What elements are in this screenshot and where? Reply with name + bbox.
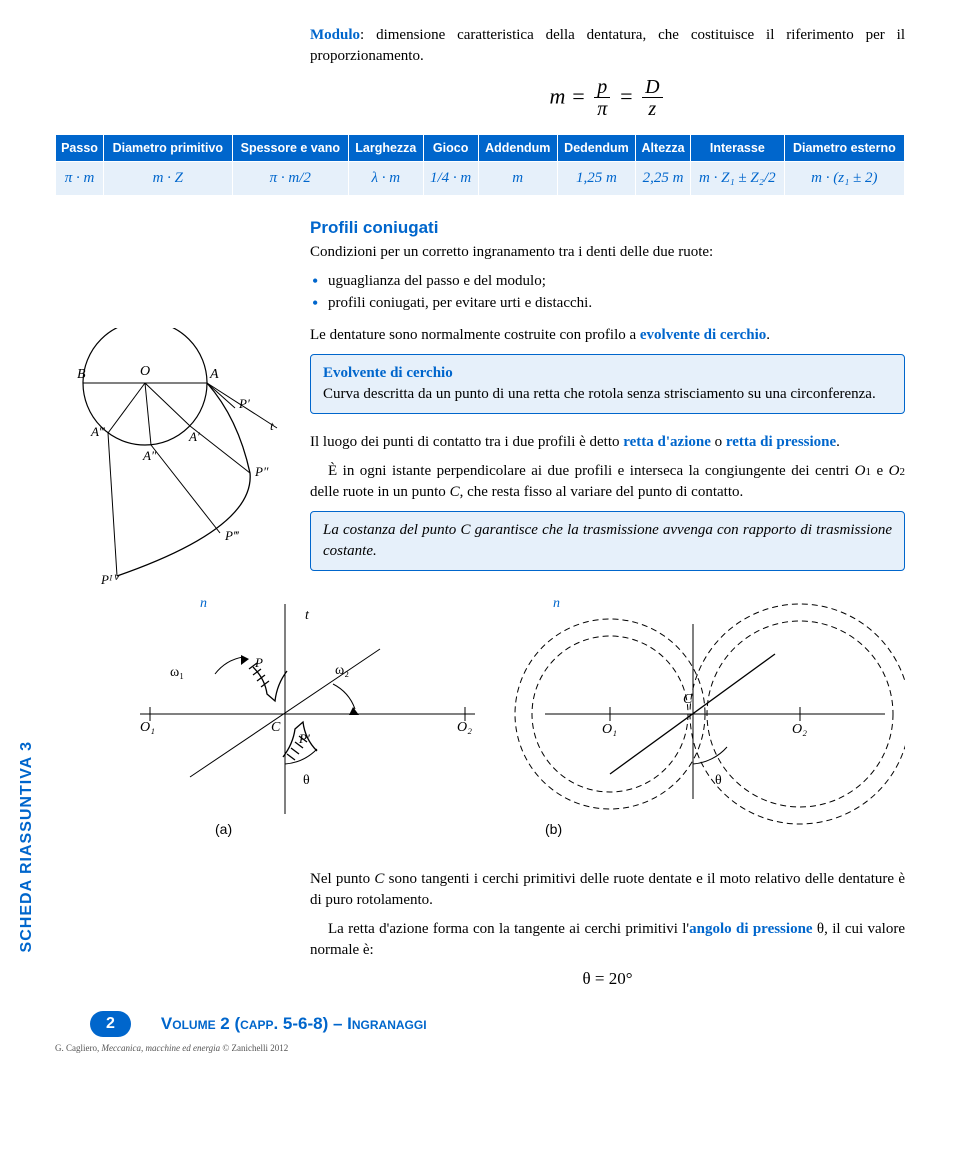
th-diametro-esterno: Diametro esterno xyxy=(784,135,904,162)
page-number: 2 xyxy=(90,1011,131,1037)
svg-text:A: A xyxy=(209,367,219,382)
svg-text:O: O xyxy=(140,364,150,379)
th-passo: Passo xyxy=(56,135,104,162)
svg-text:ω₁: ω₁ xyxy=(170,665,184,680)
footer-title: Volume 2 (capp. 5-6-8) – Ingranaggi xyxy=(161,1014,427,1034)
svg-text:P: P xyxy=(254,655,263,670)
td-addendum: m xyxy=(478,162,557,196)
svg-text:n: n xyxy=(200,596,207,611)
svg-text:B: B xyxy=(77,367,86,382)
td-larghezza: λ · m xyxy=(349,162,424,196)
profili-bullets: uguaglianza del passo e del modulo; prof… xyxy=(310,271,905,315)
svg-text:O₂: O₂ xyxy=(457,720,472,735)
svg-text:A″: A″ xyxy=(142,448,157,463)
svg-text:ω₂: ω₂ xyxy=(335,663,349,678)
svg-text:C: C xyxy=(683,692,693,707)
td-gioco: 1/4 · m xyxy=(423,162,478,196)
table-data-row: π · m m · Z π · m/2 λ · m 1/4 · m m 1,25… xyxy=(56,162,905,196)
pressure-angle-diagram: n t ω₁ ω₂ P O₁ C P′ O₂ θ (a) xyxy=(55,589,905,869)
bullet-1: uguaglianza del passo e del modulo; xyxy=(310,271,905,293)
sidebar-title: SCHEDA RIASSUNTIVA 3 xyxy=(18,741,36,952)
td-spessore: π · m/2 xyxy=(232,162,348,196)
svg-text:n: n xyxy=(553,596,560,611)
th-interasse: Interasse xyxy=(690,135,784,162)
th-spessore: Spessore e vano xyxy=(232,135,348,162)
luogo-p1: Il luogo dei punti di contatto tra i due… xyxy=(310,432,905,453)
svg-text:O₂: O₂ xyxy=(792,722,807,737)
profili-intro: Condizioni per un corretto ingranamento … xyxy=(310,242,905,263)
svg-text:P′: P′ xyxy=(298,731,310,746)
costanza-box: La costanza del punto C garantisce che l… xyxy=(310,511,905,571)
th-larghezza: Larghezza xyxy=(349,135,424,162)
modulo-def-text: : dimensione caratteristica della dentat… xyxy=(310,27,905,64)
svg-text:C: C xyxy=(271,720,281,735)
luogo-p2: È in ogni istante perpendicolare ai due … xyxy=(310,461,905,503)
modulo-definition: Modulo: dimensione caratteristica della … xyxy=(310,25,905,67)
td-diametro-primitivo: m · Z xyxy=(104,162,233,196)
evolvente-body: Curva descritta da un punto di una retta… xyxy=(323,386,876,402)
table-header-row: Passo Diametro primitivo Spessore e vano… xyxy=(56,135,905,162)
profili-heading: Profili coniugati xyxy=(310,218,905,238)
svg-text:A′: A′ xyxy=(188,429,200,444)
th-altezza: Altezza xyxy=(636,135,691,162)
svg-text:(b): (b) xyxy=(545,821,562,837)
th-diametro-primitivo: Diametro primitivo xyxy=(104,135,233,162)
profili-after-line: Le dentature sono normalmente costruite … xyxy=(310,325,905,346)
svg-text:t: t xyxy=(305,608,310,623)
svg-text:A‴: A‴ xyxy=(90,424,106,439)
bottom-p1: Nel punto C sono tangenti i cerchi primi… xyxy=(310,869,905,911)
svg-text:θ: θ xyxy=(303,773,310,788)
formula-modulo: m = pπ = Dz xyxy=(310,77,905,120)
svg-text:O₁: O₁ xyxy=(602,722,617,737)
th-addendum: Addendum xyxy=(478,135,557,162)
modulo-term: Modulo xyxy=(310,27,360,43)
bottom-p2: La retta d'azione forma con la tangente … xyxy=(310,919,905,961)
th-dedendum: Dedendum xyxy=(557,135,635,162)
td-altezza: 2,25 m xyxy=(636,162,691,196)
footer: 2 Volume 2 (capp. 5-6-8) – Ingranaggi xyxy=(90,1011,905,1037)
evolvente-box: Evolvente di cerchio Curva descritta da … xyxy=(310,354,905,414)
svg-text:P″: P″ xyxy=(254,464,269,479)
svg-text:θ: θ xyxy=(715,773,722,788)
copyright: G. Cagliero, Meccanica, macchine ed ener… xyxy=(55,1043,905,1053)
dimensions-table: Passo Diametro primitivo Spessore e vano… xyxy=(55,134,905,196)
theta-formula: θ = 20° xyxy=(310,969,905,989)
th-gioco: Gioco xyxy=(423,135,478,162)
svg-text:O₁: O₁ xyxy=(140,720,155,735)
svg-text:(a): (a) xyxy=(215,821,232,837)
evolvente-title: Evolvente di cerchio xyxy=(323,365,453,381)
td-diametro-esterno: m · (z₁ ± 2) xyxy=(784,162,904,196)
svg-text:Pᴵⱽ: Pᴵⱽ xyxy=(100,572,120,587)
td-passo: π · m xyxy=(56,162,104,196)
td-interasse: m · Z₁ ± Z₂/2 xyxy=(690,162,784,196)
bullet-2: profili coniugati, per evitare urti e di… xyxy=(310,293,905,315)
evolvente-diagram: B O A A′ A″ A‴ P′ t P″ P‴ Pᴵⱽ xyxy=(55,328,290,588)
td-dedendum: 1,25 m xyxy=(557,162,635,196)
svg-text:P‴: P‴ xyxy=(224,528,240,543)
